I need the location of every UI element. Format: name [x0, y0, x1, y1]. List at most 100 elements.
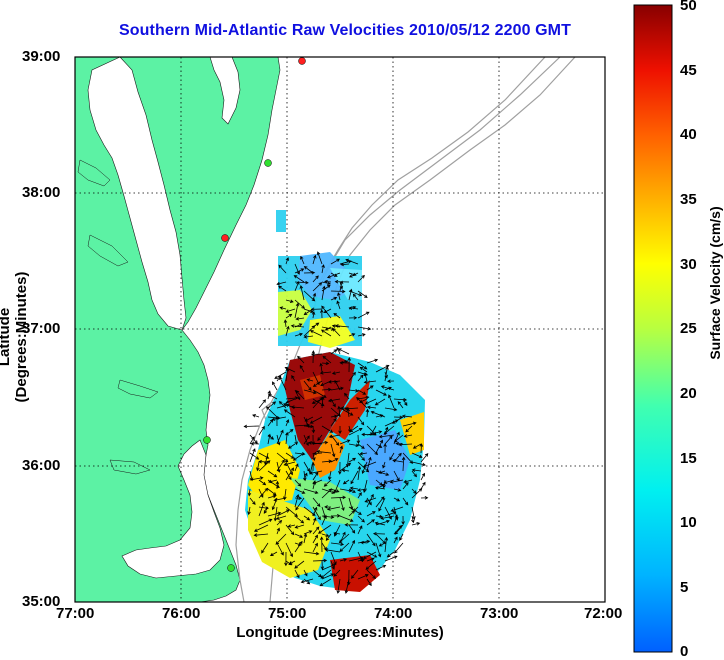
xtick-label: 76:00 [162, 605, 201, 622]
velocity-arrow [311, 398, 323, 404]
velocity-arrow [352, 506, 359, 512]
velocity-arrow [285, 467, 294, 481]
velocity-arrow [330, 495, 347, 500]
velocity-arrow [306, 378, 314, 382]
velocity-arrow [303, 515, 311, 521]
velocity-arrow [375, 443, 383, 448]
velocity-arrow [312, 254, 317, 265]
velocity-arrow [276, 520, 283, 526]
velocity-arrow [384, 407, 398, 412]
velocity-arrow [303, 533, 308, 544]
station-marker [221, 234, 229, 242]
velocity-arrow [375, 486, 386, 490]
ytick-label: 36:00 [22, 457, 61, 474]
velocity-arrow [356, 434, 361, 445]
velocity-arrow [338, 461, 342, 475]
velocity-arrow [287, 443, 296, 449]
velocity-arrow [350, 569, 359, 579]
velocity-arrow [276, 429, 284, 445]
velocity-arrow [375, 564, 387, 571]
velocity-arrow [393, 434, 404, 443]
velocity-arrow [357, 488, 368, 492]
velocity-arrow [419, 443, 424, 454]
velocity-arrow [312, 471, 319, 481]
velocity-arrow [290, 324, 305, 328]
velocity-arrow [348, 443, 360, 448]
velocity-arrow [303, 380, 312, 391]
velocity-arrow [411, 515, 415, 524]
velocity-arrow [362, 461, 377, 468]
velocity-arrow [366, 493, 374, 508]
velocity-arrow [285, 299, 294, 303]
velocity-arrow [309, 330, 323, 337]
velocity-arrow [303, 335, 314, 339]
velocity-arrow [267, 393, 278, 400]
velocity-arrow [384, 366, 389, 382]
velocity-arrow [303, 308, 314, 316]
velocity-arrow [249, 476, 264, 481]
velocity-arrow [283, 409, 296, 418]
velocity-arrow [321, 264, 325, 274]
velocity-arrow [402, 452, 414, 464]
velocity-arrow [285, 398, 296, 404]
velocity-arrow [321, 573, 335, 580]
velocity-arrow [276, 542, 284, 556]
velocity-arrow [285, 524, 295, 536]
velocity-arrow [312, 452, 316, 461]
velocity-arrow [330, 443, 336, 458]
map-title: Southern Mid-Atlantic Raw Velocities 201… [119, 22, 571, 39]
xtick-label: 74:00 [374, 605, 413, 622]
velocity-arrow [311, 352, 323, 357]
velocity-arrow [420, 453, 429, 463]
velocity-arrow [279, 306, 287, 310]
velocity-arrow [384, 555, 398, 562]
velocity-arrow [319, 578, 332, 587]
velocity-arrow [285, 257, 290, 265]
velocity-arrow [312, 569, 322, 578]
velocity-arrow [300, 255, 305, 265]
velocity-arrow [375, 470, 390, 476]
velocity-arrow [294, 463, 299, 472]
velocity-arrow [294, 540, 303, 553]
velocity-arrow [366, 569, 377, 579]
velocity-arrow [336, 300, 341, 310]
colorbar-tick: 0 [680, 643, 689, 660]
velocity-arrow [360, 540, 368, 545]
velocity-arrow [330, 488, 340, 493]
velocity-arrow [403, 479, 413, 484]
velocity-arrow [327, 470, 332, 481]
velocity-arrow [275, 533, 287, 545]
velocity-arrow [261, 542, 269, 554]
velocity-arrow [295, 497, 305, 511]
velocity-arrow [357, 274, 365, 283]
velocity-arrow [363, 372, 368, 382]
velocity-field-north [276, 210, 362, 348]
velocity-arrow [312, 275, 319, 283]
velocity-arrow [309, 470, 323, 475]
velocity-arrow [339, 407, 354, 416]
grid-lines [75, 57, 605, 602]
velocity-arrow [411, 488, 417, 495]
velocity-arrow [330, 414, 338, 419]
velocity-arrow [312, 322, 320, 328]
velocity-arrow [320, 560, 325, 571]
velocity-arrow [357, 574, 369, 580]
velocity-arrow [366, 557, 375, 562]
velocity-arrow [363, 380, 377, 384]
velocity-arrow [292, 452, 305, 461]
velocity-arrow [322, 355, 332, 364]
velocity-arrow [316, 251, 323, 265]
velocity-arrow [300, 578, 314, 584]
velocity-arrow [389, 452, 395, 461]
velocity-arrow [348, 333, 356, 337]
velocity-arrow [357, 326, 372, 331]
velocity-arrow [366, 511, 376, 517]
velocity-arrow [370, 410, 386, 418]
velocity-arrow [328, 434, 341, 439]
xtick-label: 72:00 [584, 605, 623, 622]
velocity-arrow [348, 389, 359, 393]
velocity-arrow [325, 533, 332, 542]
velocity-arrow [342, 479, 350, 485]
velocity-arrow [267, 488, 277, 496]
velocity-arrow [319, 371, 332, 375]
